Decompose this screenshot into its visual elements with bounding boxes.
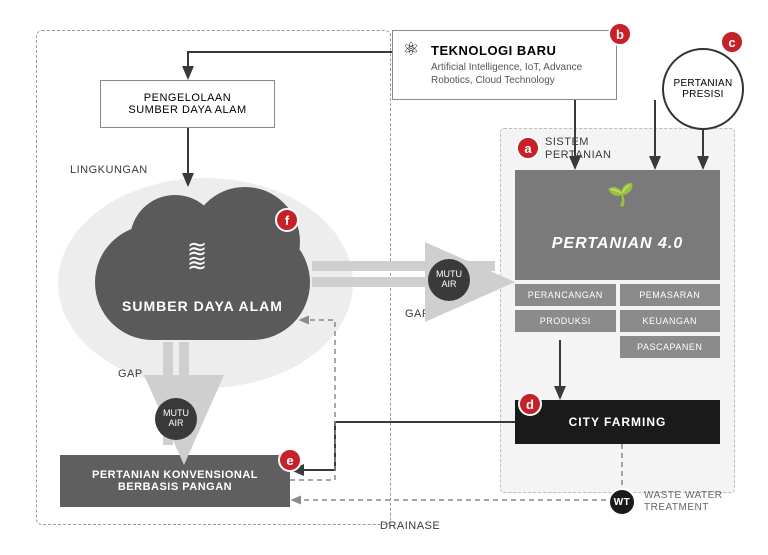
circle-pertanian-presisi: PERTANIAN PRESISI — [662, 48, 744, 130]
box-pertanian40-header: 🌱 PERTANIAN 4.0 — [515, 170, 720, 280]
box-pengelolaan: PENGELOLAAN SUMBER DAYA ALAM — [100, 80, 275, 128]
badge-c: c — [720, 30, 744, 54]
sub-pemasaran: PEMASARAN — [620, 284, 721, 306]
label-gap-1: GAP — [405, 308, 430, 320]
sub-produksi: PRODUKSI — [515, 310, 616, 332]
pill-mutu-air-2: MUTU AIR — [155, 398, 197, 440]
network-icon: ⚛ — [403, 39, 419, 60]
sub-keuangan: KEUANGAN — [620, 310, 721, 332]
pengelolaan-text: PENGELOLAAN SUMBER DAYA ALAM — [128, 92, 246, 116]
label-lingkungan: LINGKUNGAN — [70, 164, 148, 176]
cityfarming-text: CITY FARMING — [569, 415, 667, 429]
sub-perancangan: PERANCANGAN — [515, 284, 616, 306]
konvensional-text: PERTANIAN KONVENSIONAL BERBASIS PANGAN — [92, 469, 258, 493]
box-city-farming: CITY FARMING — [515, 400, 720, 444]
cloud-text: SUMBER DAYA ALAM — [95, 298, 310, 314]
label-wwt: WASTE WATER TREATMENT — [644, 490, 722, 514]
label-sistem-pertanian: SISTEM PERTANIAN — [545, 136, 611, 162]
presisi-label: PERTANIAN PRESISI — [673, 78, 732, 100]
sub-pascapanen: PASCAPANEN — [620, 336, 721, 358]
badge-b: b — [608, 22, 632, 46]
pertanian40-title: PERTANIAN 4.0 — [552, 235, 684, 253]
badge-d: d — [518, 392, 542, 416]
cloud-sumber-daya: ≋≋ SUMBER DAYA ALAM — [95, 225, 310, 340]
pill-mutu-air-1: MUTU AIR — [428, 259, 470, 301]
box-teknologi-baru: ⚛ TEKNOLOGI BARU Artificial Intelligence… — [392, 30, 617, 100]
plant-icon: 🌱 — [607, 182, 634, 208]
box-konvensional: PERTANIAN KONVENSIONAL BERBASIS PANGAN — [60, 455, 290, 507]
badge-a: a — [516, 136, 540, 160]
badge-f: f — [275, 208, 299, 232]
badge-wt: WT — [608, 488, 636, 516]
teknologi-title: TEKNOLOGI BARU — [431, 43, 606, 58]
badge-e: e — [278, 448, 302, 472]
label-drainase: DRAINASE — [380, 520, 440, 532]
subgrid-modules: PERANCANGAN PEMASARAN PRODUKSI KEUANGAN … — [515, 284, 720, 358]
teknologi-subtitle: Artificial Intelligence, IoT, Advance Ro… — [431, 61, 606, 87]
label-gap-2: GAP — [118, 368, 143, 380]
water-icon: ≋≋ — [187, 243, 207, 272]
